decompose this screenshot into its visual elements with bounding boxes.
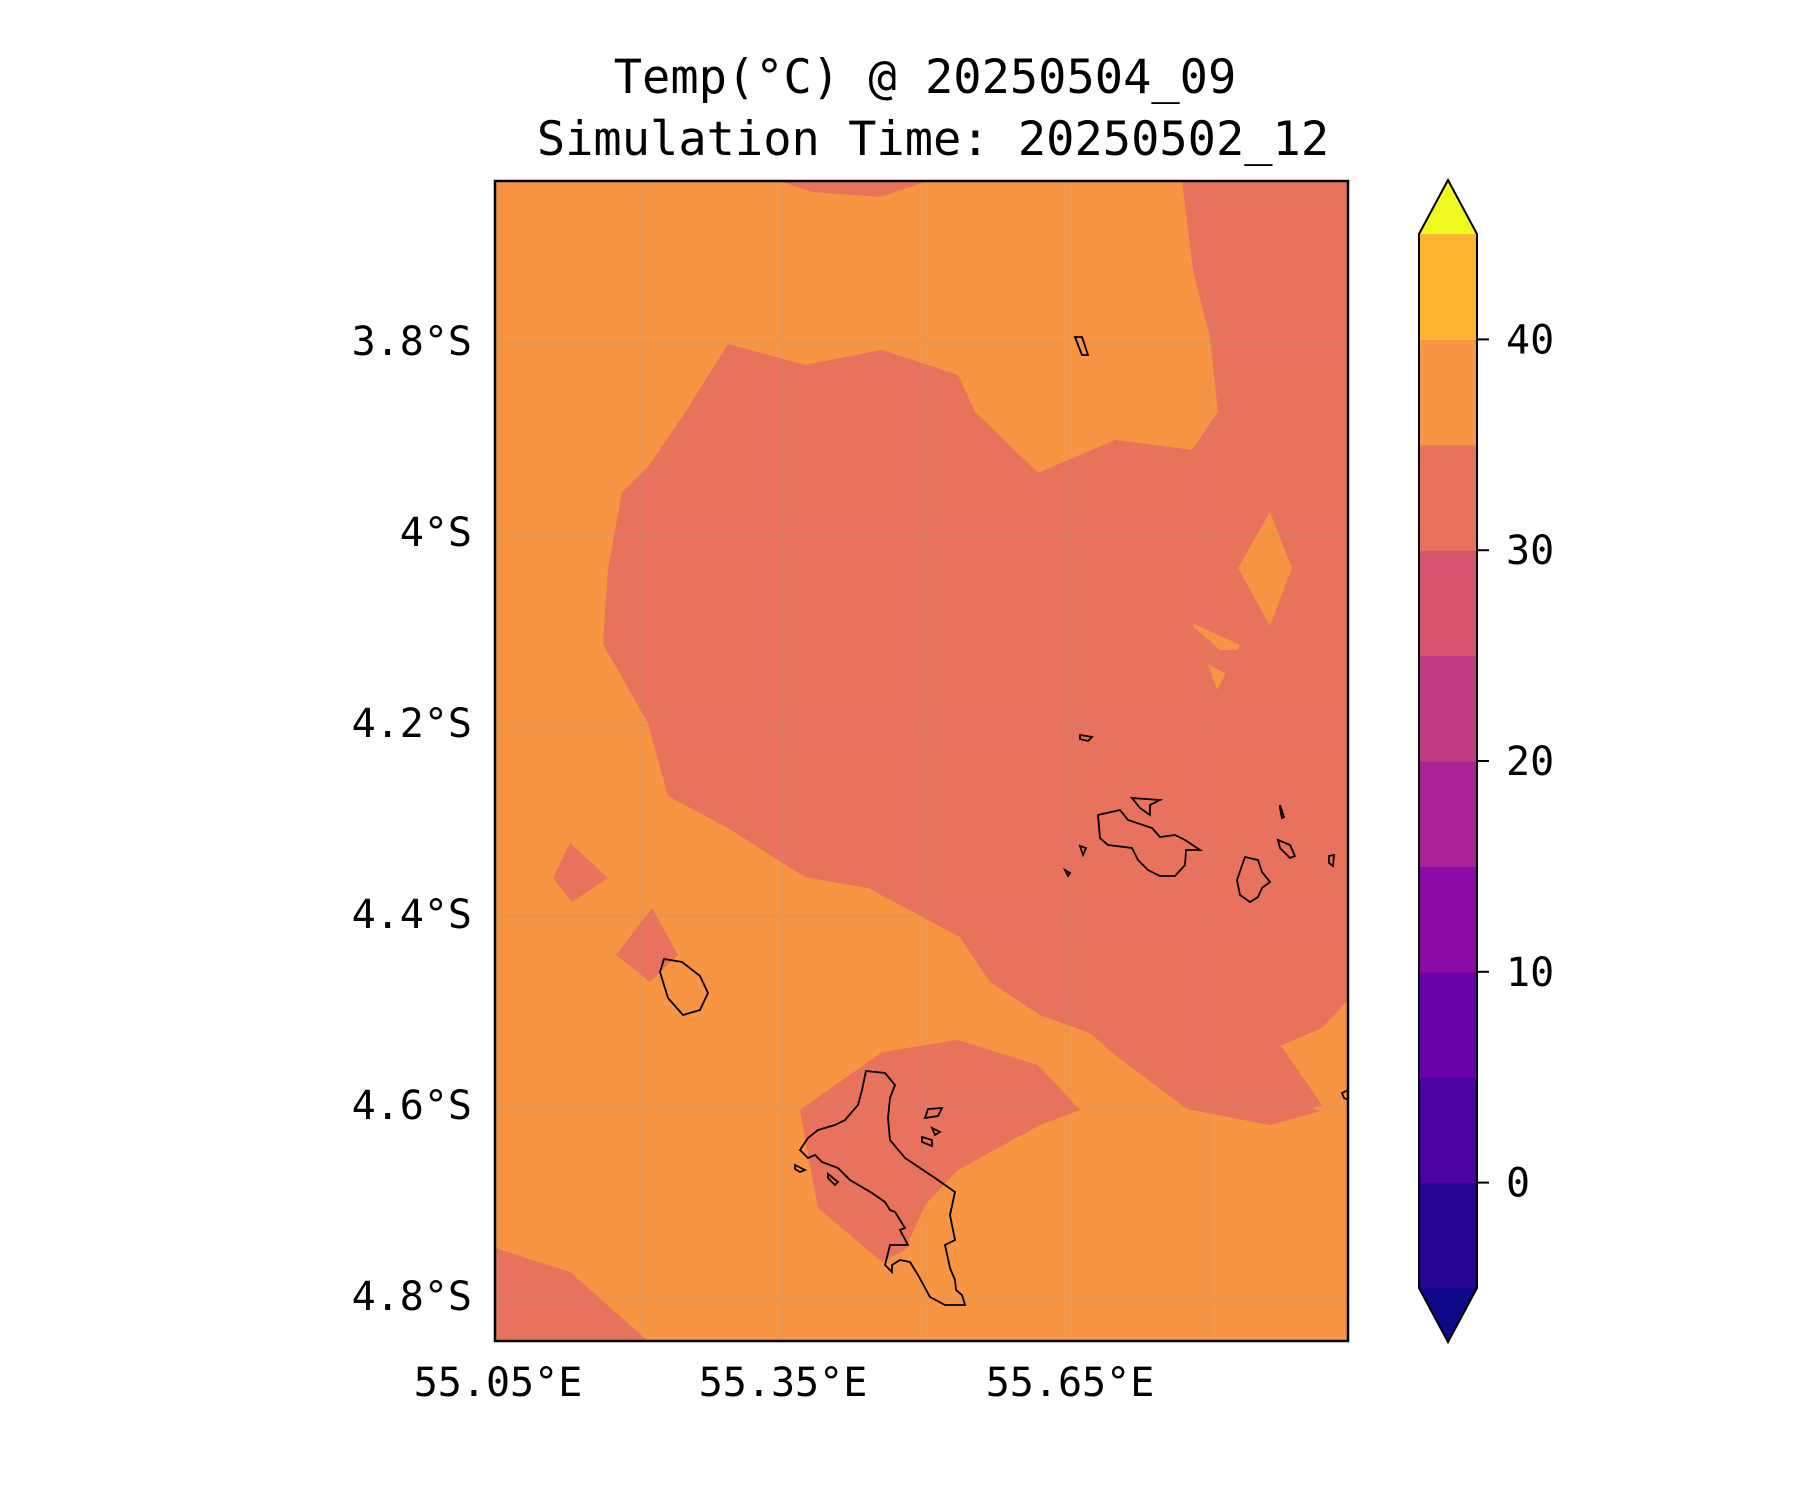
x-axis-labels: 55.05°E 55.35°E 55.65°E xyxy=(414,1360,1155,1406)
island-aride xyxy=(1079,733,1094,742)
colorbar-segment xyxy=(1419,1182,1477,1289)
colorbar-tick-label: 20 xyxy=(1506,739,1554,785)
island-ste-anne-3 xyxy=(930,1126,942,1137)
island-mahe-west-islet-2 xyxy=(827,1172,840,1187)
colorbar-extend-min xyxy=(1419,1288,1477,1342)
colorbar-segment xyxy=(1419,971,1477,1078)
chart-title-line-2: Simulation Time: 20250502_12 xyxy=(536,112,1330,167)
map-frame xyxy=(493,179,1350,1343)
contour-band-25-30-east xyxy=(603,181,1348,1125)
colorbar-segment xyxy=(1419,444,1477,551)
island-praslin xyxy=(1097,808,1203,877)
contour-band-25-30-top xyxy=(780,181,928,197)
contour-band-25-30-patch-west-1 xyxy=(553,843,608,902)
contour-band-25-30-southwest xyxy=(495,1248,648,1341)
contour-band-25-30-south xyxy=(800,1040,1080,1262)
colorbar-segment xyxy=(1419,1077,1477,1184)
colorbar-tick-label: 0 xyxy=(1506,1161,1530,1207)
island-denis xyxy=(1279,804,1286,820)
island-ste-anne-1 xyxy=(923,1106,944,1120)
island-cousin xyxy=(1062,867,1072,878)
colorbar-segment xyxy=(1419,339,1477,446)
temperature-contours xyxy=(495,181,1348,1341)
island-mahe-west-islet xyxy=(794,1163,808,1174)
y-tick-label-4S: 4°S xyxy=(400,510,472,556)
y-tick-label-4.8S: 4.8°S xyxy=(352,1274,472,1320)
y-axis-labels: 3.8°S 4°S 4.2°S 4.4°S 4.6°S 4.8°S xyxy=(352,319,472,1320)
y-tick-label-4.4S: 4.4°S xyxy=(352,892,472,938)
colorbar-segment xyxy=(1419,234,1477,340)
colorbar-tick-label: 30 xyxy=(1506,528,1554,574)
colorbar-segment xyxy=(1419,866,1477,973)
y-tick-label-4.6S: 4.6°S xyxy=(352,1083,472,1129)
colorbar-extend-max xyxy=(1419,180,1477,234)
colorbar-segment xyxy=(1419,655,1477,762)
island-felicite xyxy=(1276,838,1297,860)
island-curieuse xyxy=(1130,796,1164,817)
colorbar-segment xyxy=(1419,550,1477,657)
colorbar-segment xyxy=(1419,761,1477,867)
x-tick-label-55.05E: 55.05°E xyxy=(414,1360,583,1406)
island-north-cousine xyxy=(1078,844,1088,858)
island-ste-anne-2 xyxy=(921,1135,933,1148)
island-la-digue xyxy=(1236,855,1272,904)
island-east-edge xyxy=(1340,1089,1348,1101)
island-bird xyxy=(1073,336,1090,356)
contour-band-30-35-diamond xyxy=(1238,512,1292,626)
island-marianne xyxy=(1328,853,1336,868)
colorbar-tick-label: 40 xyxy=(1506,317,1554,363)
x-tick-label-55.65E: 55.65°E xyxy=(986,1360,1155,1406)
colorbar: 0 10 20 30 40 xyxy=(1418,177,1554,1345)
coastlines xyxy=(659,336,1348,1306)
grid-lines xyxy=(495,181,1348,1341)
chart-title-line-1: Temp(°C) @ 20250504_09 xyxy=(613,50,1237,105)
y-tick-label-4.2S: 4.2°S xyxy=(352,701,472,747)
colorbar-outline xyxy=(1418,177,1478,1345)
colorbar-tick-label: 10 xyxy=(1506,950,1554,996)
x-tick-label-55.35E: 55.35°E xyxy=(699,1360,868,1406)
map-panel xyxy=(493,179,1350,1343)
island-silhouette xyxy=(659,957,709,1017)
y-tick-label-3.8S: 3.8°S xyxy=(352,319,472,365)
island-mahe xyxy=(798,1070,967,1306)
